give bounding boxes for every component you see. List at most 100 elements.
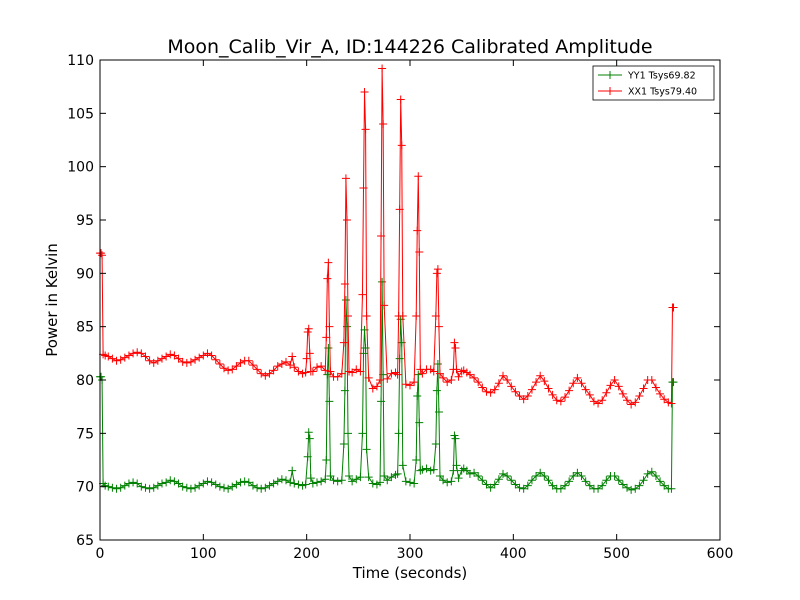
data-point-yy1 [133,479,142,488]
series-layer [96,64,678,494]
data-point-yy1 [112,484,121,493]
data-point-yy1 [108,483,117,492]
data-point-yy1 [305,434,314,443]
data-point-yy1 [394,429,403,438]
data-point-yy1 [418,465,427,474]
data-point-yy1 [499,469,507,478]
data-point-xx1 [433,265,442,274]
data-point-xx1 [356,367,365,376]
data-point-xx1 [303,328,312,336]
data-point-xx1 [577,379,586,388]
data-point-xx1 [220,364,228,373]
data-point-xx1 [602,388,611,397]
series-xx1 [96,64,678,409]
data-point-xx1 [372,382,381,391]
data-point-yy1 [224,484,233,493]
data-point-xx1 [340,280,349,288]
data-point-yy1 [544,476,553,485]
data-point-yy1 [306,474,315,483]
data-point-yy1 [618,480,627,489]
data-point-xx1 [415,248,424,256]
data-point-xx1 [313,363,321,372]
data-point-yy1 [269,479,278,488]
data-point-yy1 [282,476,290,485]
data-point-yy1 [602,476,611,485]
data-point-yy1 [540,472,549,480]
data-point-xx1 [104,352,113,361]
data-point-yy1 [561,481,569,490]
data-point-xx1 [435,369,444,378]
data-point-yy1 [257,484,266,493]
data-point-xx1 [364,373,373,382]
data-point-yy1 [248,481,257,490]
data-point-yy1 [643,469,652,478]
data-point-yy1 [667,484,676,493]
data-point-yy1 [449,466,458,475]
data-point-xx1 [215,360,224,368]
data-point-yy1 [527,476,536,485]
y-tick-label: 110 [67,53,94,69]
plot-frame [100,60,720,540]
data-point-yy1 [322,456,331,464]
data-point-yy1 [352,475,361,484]
data-point-xx1 [532,378,541,387]
data-point-yy1 [145,484,154,493]
data-point-yy1 [627,485,636,494]
data-point-xx1 [507,382,516,391]
data-point-yy1 [435,472,444,480]
data-point-yy1 [470,468,479,477]
data-point-yy1 [345,472,354,480]
data-point-xx1 [269,366,278,375]
data-point-xx1 [323,274,332,283]
data-point-yy1 [290,479,299,488]
data-point-xx1 [432,269,441,278]
data-point-xx1 [360,88,369,96]
data-point-yy1 [585,481,594,490]
data-point-xx1 [565,386,574,395]
data-point-yy1 [368,479,377,488]
data-point-yy1 [447,477,456,486]
data-point-yy1 [581,477,590,486]
data-point-xx1 [145,356,154,365]
data-point-xx1 [523,392,532,400]
data-point-xx1 [478,383,487,392]
data-point-xx1 [398,312,407,320]
data-point-xx1 [465,370,474,379]
data-point-xx1 [606,381,615,390]
data-point-yy1 [116,483,125,492]
data-point-yy1 [120,481,129,490]
x-tick-label: 400 [500,546,527,562]
data-point-yy1 [303,452,312,461]
data-point-yy1 [253,483,262,492]
data-point-yy1 [413,392,422,400]
data-point-xx1 [317,362,326,371]
data-point-yy1 [380,472,389,480]
data-point-xx1 [401,380,410,389]
data-point-xx1 [589,397,598,406]
data-point-yy1 [651,472,660,480]
data-point-yy1 [236,478,245,487]
y-tick-label: 65 [76,533,94,549]
data-point-xx1 [656,389,665,398]
data-point-xx1 [203,349,212,358]
x-tick-label: 300 [397,546,424,562]
data-point-xx1 [431,312,440,320]
data-point-xx1 [342,216,351,224]
legend-entry-yy1: YY1 Tsys69.82 [598,71,696,82]
data-point-xx1 [352,365,361,374]
data-point-yy1 [452,461,461,470]
data-point-xx1 [379,120,388,128]
data-point-xx1 [186,357,195,366]
data-point-yy1 [503,472,512,480]
data-point-yy1 [536,468,545,477]
data-point-yy1 [313,478,321,487]
data-point-xx1 [395,205,404,214]
y-tick-label: 85 [76,320,94,336]
data-point-xx1 [548,390,557,399]
data-point-xx1 [98,251,107,260]
data-point-yy1 [623,483,631,492]
data-point-xx1 [610,376,619,384]
data-point-xx1 [387,369,396,378]
data-point-yy1 [565,477,574,486]
data-point-yy1 [548,481,557,490]
